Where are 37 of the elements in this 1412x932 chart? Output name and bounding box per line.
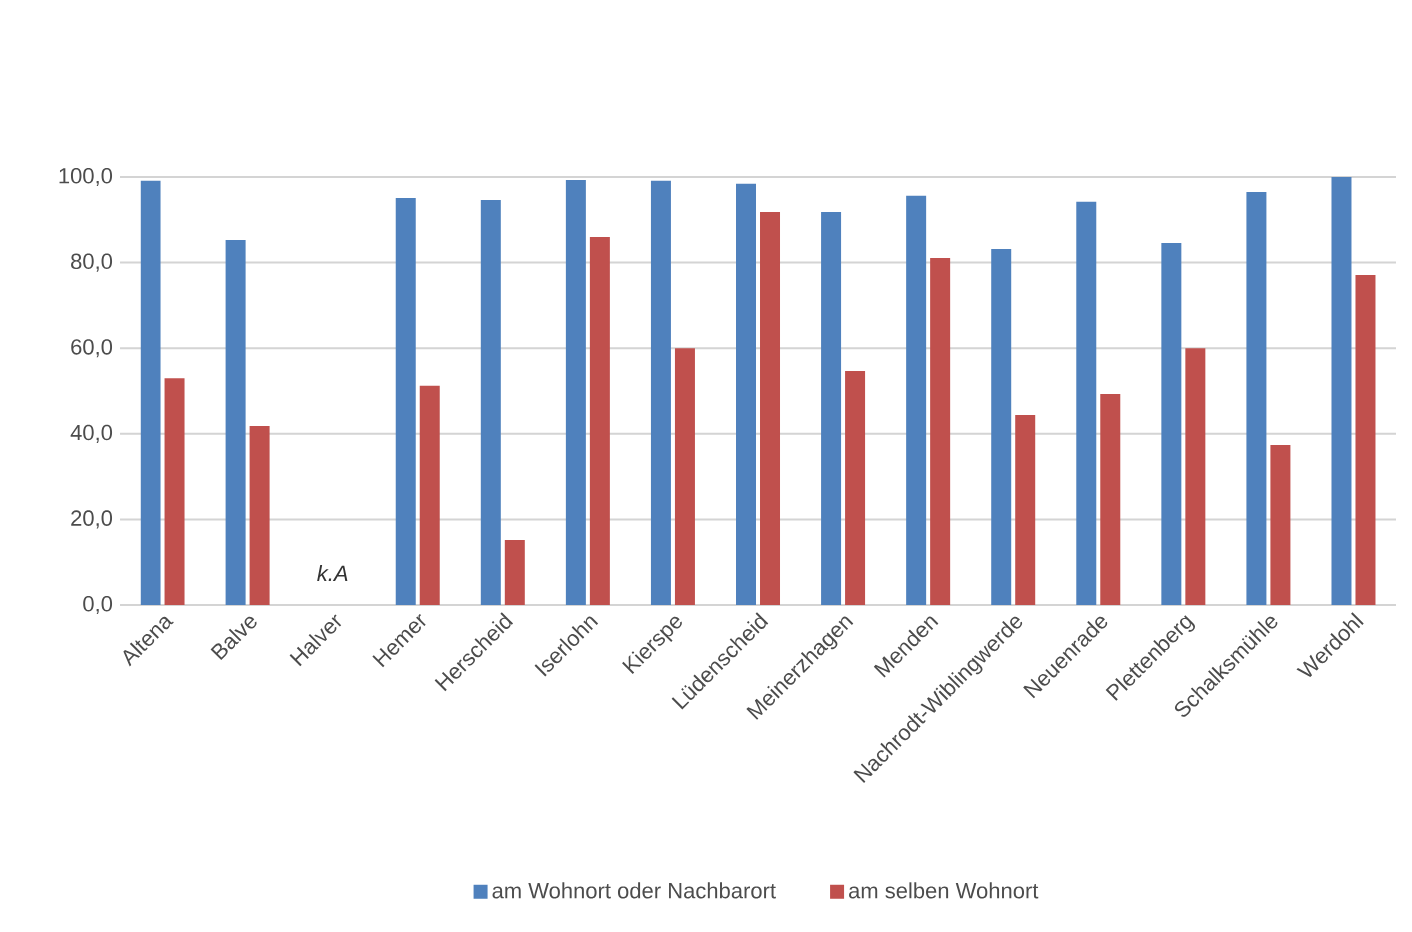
bar	[736, 183, 757, 605]
y-tick-label: 60,0	[71, 339, 113, 358]
bar	[1161, 242, 1182, 605]
bar	[140, 180, 161, 605]
bar	[650, 180, 671, 605]
y-tick-label: 100,0	[59, 167, 113, 187]
bar	[589, 236, 610, 605]
bar	[1100, 393, 1121, 605]
bar	[480, 200, 501, 605]
bar	[930, 257, 951, 605]
legend-label: am Wohnort oder Nachbarort	[492, 882, 776, 899]
annotation: k.A	[317, 565, 348, 581]
bar	[1246, 191, 1267, 605]
bar	[906, 195, 927, 605]
bar	[1015, 414, 1036, 605]
bar	[225, 239, 246, 605]
bar	[821, 212, 842, 605]
bar	[504, 539, 525, 605]
bar	[249, 426, 270, 605]
bar	[1331, 177, 1352, 605]
y-tick-label: 40,0	[70, 424, 113, 443]
bar	[991, 248, 1012, 605]
y-tick-label: 0,0	[83, 595, 113, 615]
bar	[1076, 201, 1097, 605]
bar	[1355, 275, 1376, 605]
bar	[164, 378, 185, 605]
bar	[565, 179, 586, 605]
bar	[1185, 348, 1206, 605]
y-tick-label: 80,0	[71, 253, 113, 272]
legend-label: am selben Wohnort	[849, 882, 1039, 899]
bar	[1270, 444, 1291, 605]
bar	[395, 197, 416, 605]
bar	[419, 385, 440, 605]
bar	[760, 212, 781, 605]
bar	[845, 370, 866, 605]
y-tick-label: 20,0	[71, 510, 113, 529]
bar	[674, 348, 695, 605]
